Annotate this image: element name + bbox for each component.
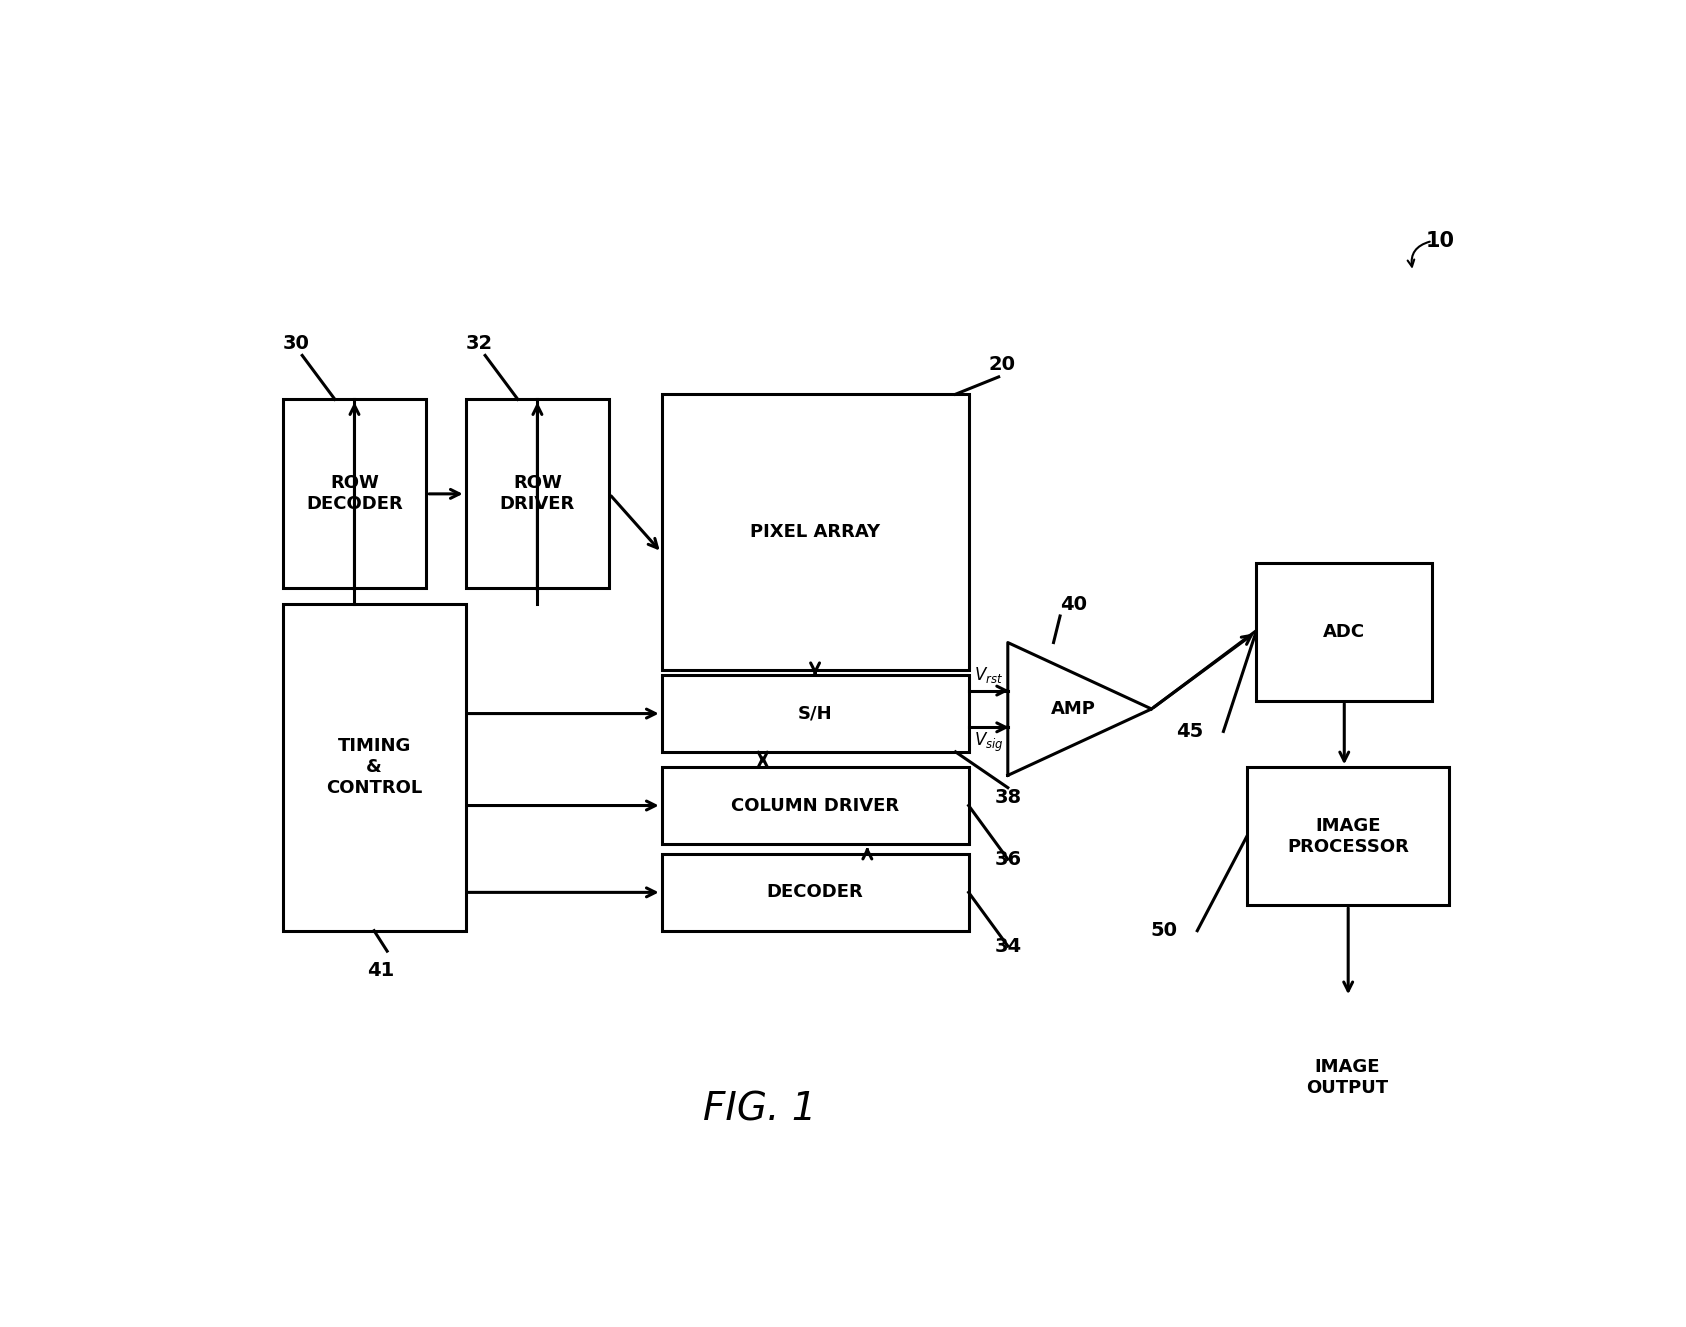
- Text: 30: 30: [283, 334, 310, 353]
- Text: 40: 40: [1059, 594, 1087, 614]
- Text: PIXEL ARRAY: PIXEL ARRAY: [750, 523, 880, 541]
- Text: ADC: ADC: [1324, 622, 1366, 641]
- FancyBboxPatch shape: [661, 675, 968, 752]
- Text: ROW
DECODER: ROW DECODER: [307, 475, 403, 514]
- Text: ROW
DRIVER: ROW DRIVER: [499, 475, 575, 514]
- Text: 10: 10: [1426, 231, 1455, 251]
- Text: $V_{sig}$: $V_{sig}$: [975, 730, 1003, 754]
- Text: DECODER: DECODER: [767, 884, 863, 901]
- Text: S/H: S/H: [797, 705, 833, 723]
- FancyBboxPatch shape: [661, 394, 968, 670]
- FancyBboxPatch shape: [661, 767, 968, 844]
- FancyBboxPatch shape: [283, 604, 465, 930]
- Polygon shape: [1008, 642, 1152, 775]
- FancyBboxPatch shape: [465, 399, 609, 588]
- Text: 34: 34: [995, 937, 1022, 955]
- Text: 32: 32: [465, 334, 492, 353]
- Text: 41: 41: [368, 961, 395, 981]
- Text: FIG. 1: FIG. 1: [703, 1091, 816, 1128]
- Text: 38: 38: [995, 788, 1022, 807]
- Text: AMP: AMP: [1050, 699, 1096, 718]
- Text: $V_{rst}$: $V_{rst}$: [975, 665, 1003, 686]
- Text: 50: 50: [1150, 921, 1179, 941]
- Text: 36: 36: [995, 849, 1022, 869]
- Text: 45: 45: [1177, 722, 1204, 740]
- Text: IMAGE
OUTPUT: IMAGE OUTPUT: [1307, 1059, 1389, 1097]
- FancyBboxPatch shape: [283, 399, 427, 588]
- Text: 20: 20: [988, 354, 1015, 374]
- Text: IMAGE
PROCESSOR: IMAGE PROCESSOR: [1286, 817, 1409, 856]
- Text: TIMING
&
CONTROL: TIMING & CONTROL: [325, 738, 422, 798]
- FancyBboxPatch shape: [661, 855, 968, 930]
- FancyBboxPatch shape: [1248, 767, 1450, 905]
- Text: COLUMN DRIVER: COLUMN DRIVER: [732, 796, 899, 815]
- FancyBboxPatch shape: [1256, 563, 1433, 701]
